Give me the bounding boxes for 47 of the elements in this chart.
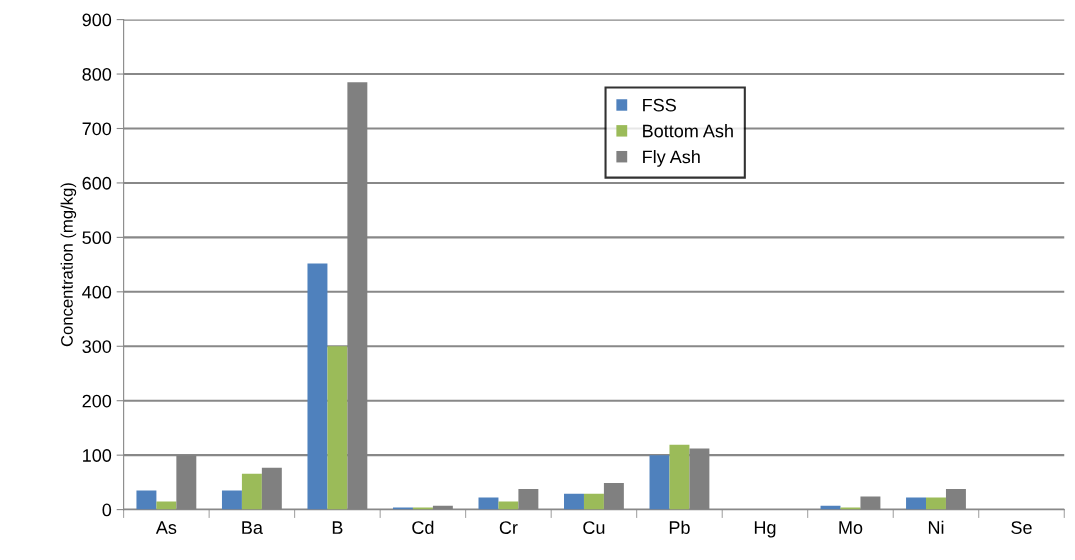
bar xyxy=(603,482,624,510)
legend-label: Bottom Ash xyxy=(643,124,733,138)
y-axis-title: Concentration (mg/kg) xyxy=(60,183,77,347)
x-tick-label: As xyxy=(155,521,177,534)
bar xyxy=(498,501,519,510)
bar xyxy=(669,444,690,510)
bar xyxy=(860,496,881,510)
bar xyxy=(926,497,946,510)
x-tick-label: B xyxy=(332,521,343,534)
bar xyxy=(392,507,413,510)
x-tick-label: Cu xyxy=(583,521,605,534)
bar xyxy=(649,455,670,510)
legend-label: Fly Ash xyxy=(643,149,700,167)
y-tick-label: 400 xyxy=(82,285,112,299)
y-tick-label: 100 xyxy=(83,449,112,462)
bar xyxy=(136,490,157,510)
x-tick-label: Ba xyxy=(242,521,263,534)
y-tick-label: 900 xyxy=(82,13,112,27)
x-tick-label: Mo xyxy=(839,521,863,534)
y-tick-label: 700 xyxy=(82,122,112,136)
bar xyxy=(307,263,328,510)
bar xyxy=(412,507,433,510)
bar xyxy=(945,488,966,510)
bar xyxy=(583,493,604,510)
y-tick-label: 200 xyxy=(82,394,112,408)
bar xyxy=(241,473,262,510)
x-tick-label: Pb xyxy=(669,520,690,534)
y-tick-label: 0 xyxy=(102,503,112,517)
y-tick-label: 300 xyxy=(82,340,112,353)
bar xyxy=(327,346,348,510)
y-tick-label: 800 xyxy=(82,67,112,81)
x-tick-label: Cr xyxy=(499,521,518,534)
bar xyxy=(156,501,177,510)
x-tick-label: Se xyxy=(1011,521,1032,534)
y-tick-label: 600 xyxy=(82,176,112,190)
bar xyxy=(906,497,927,510)
x-tick-label: Hg xyxy=(754,521,776,538)
bar xyxy=(840,507,861,510)
bar xyxy=(518,488,539,510)
legend-label: FSS xyxy=(643,98,676,112)
bar xyxy=(564,493,584,510)
x-tick-label: Ni xyxy=(928,520,944,534)
bar xyxy=(478,497,499,510)
y-tick-label: 500 xyxy=(82,231,112,245)
bar xyxy=(261,467,282,510)
bar xyxy=(221,490,242,510)
x-tick-label: Cd xyxy=(412,520,434,534)
